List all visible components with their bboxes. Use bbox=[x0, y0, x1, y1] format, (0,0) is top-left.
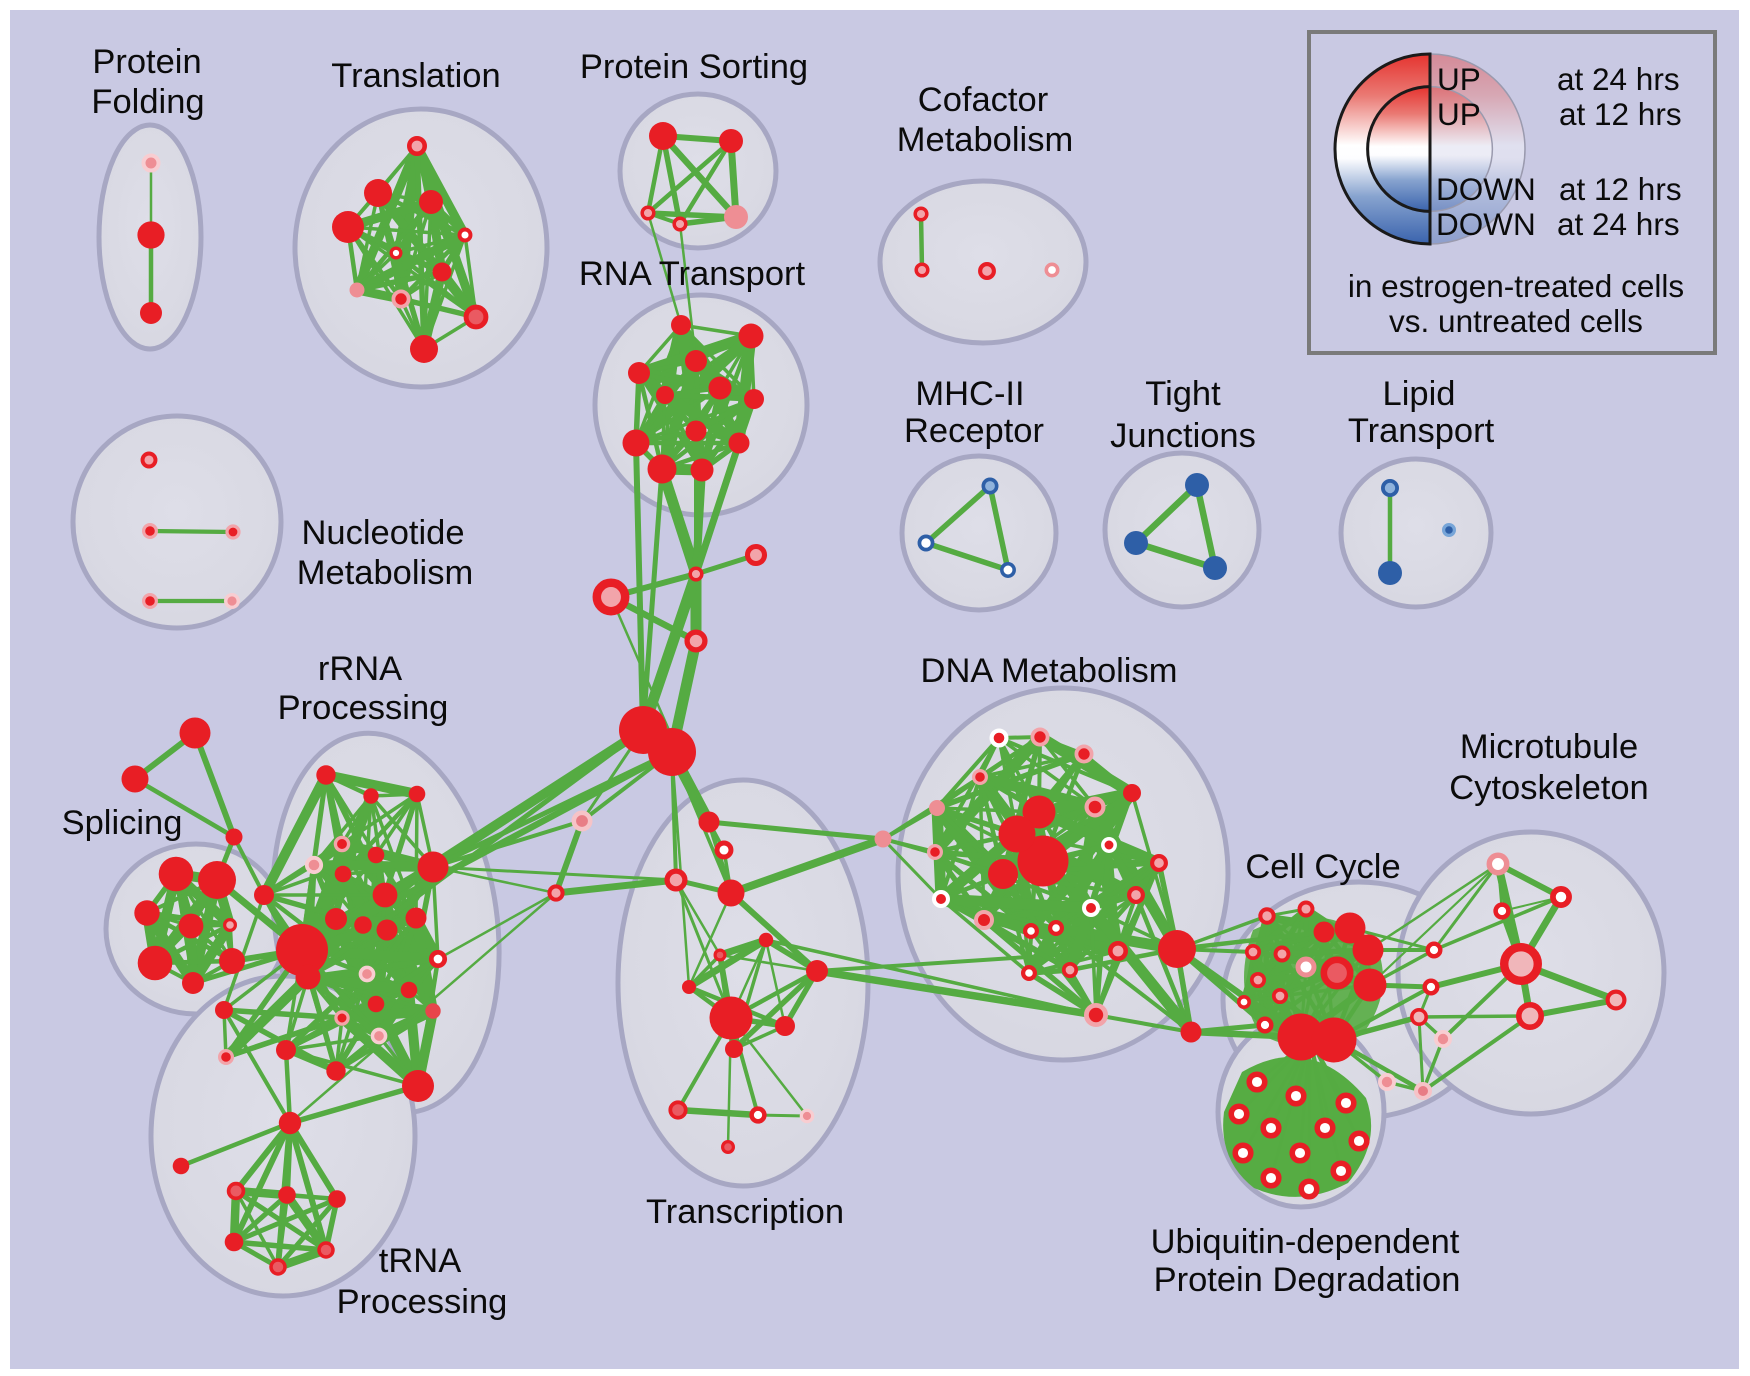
svg-text:Processing: Processing bbox=[278, 689, 449, 727]
svg-text:Splicing: Splicing bbox=[62, 804, 183, 842]
svg-text:UP: UP bbox=[1437, 96, 1481, 132]
svg-text:in estrogen-treated cells: in estrogen-treated cells bbox=[1348, 268, 1684, 304]
svg-text:Junctions: Junctions bbox=[1110, 417, 1256, 455]
svg-text:Metabolism: Metabolism bbox=[297, 554, 473, 592]
svg-text:Translation: Translation bbox=[331, 57, 500, 95]
svg-text:Receptor: Receptor bbox=[904, 412, 1044, 450]
svg-text:Lipid: Lipid bbox=[1383, 375, 1456, 413]
svg-text:vs. untreated cells: vs. untreated cells bbox=[1389, 303, 1643, 339]
svg-text:Cofactor: Cofactor bbox=[918, 81, 1048, 119]
svg-text:Metabolism: Metabolism bbox=[897, 121, 1073, 159]
svg-text:Nucleotide: Nucleotide bbox=[301, 514, 464, 552]
svg-text:UP: UP bbox=[1437, 61, 1481, 97]
svg-text:DOWN: DOWN bbox=[1436, 171, 1536, 207]
svg-text:Protein: Protein bbox=[92, 43, 201, 81]
svg-text:Ubiquitin-dependent: Ubiquitin-dependent bbox=[1151, 1223, 1460, 1261]
svg-text:DOWN: DOWN bbox=[1436, 206, 1536, 242]
svg-text:Protein Sorting: Protein Sorting bbox=[580, 48, 808, 86]
svg-text:Transcription: Transcription bbox=[646, 1193, 844, 1231]
svg-text:Folding: Folding bbox=[91, 83, 204, 121]
svg-text:at 24 hrs: at 24 hrs bbox=[1557, 206, 1680, 242]
svg-text:rRNA: rRNA bbox=[318, 650, 402, 688]
svg-text:RNA Transport: RNA Transport bbox=[579, 255, 806, 293]
svg-text:Protein Degradation: Protein Degradation bbox=[1154, 1261, 1461, 1299]
svg-text:Processing: Processing bbox=[337, 1283, 508, 1321]
svg-text:Cytoskeleton: Cytoskeleton bbox=[1449, 769, 1648, 807]
svg-text:at 12 hrs: at 12 hrs bbox=[1559, 96, 1682, 132]
svg-text:DNA Metabolism: DNA Metabolism bbox=[921, 652, 1178, 690]
svg-text:Cell Cycle: Cell Cycle bbox=[1245, 848, 1400, 886]
svg-text:at 24 hrs: at 24 hrs bbox=[1557, 61, 1680, 97]
svg-text:MHC-II: MHC-II bbox=[915, 375, 1024, 413]
svg-text:tRNA: tRNA bbox=[379, 1242, 461, 1280]
svg-text:at 12 hrs: at 12 hrs bbox=[1559, 171, 1682, 207]
svg-text:Microtubule: Microtubule bbox=[1460, 728, 1638, 766]
svg-text:Tight: Tight bbox=[1145, 375, 1221, 413]
svg-text:Transport: Transport bbox=[1348, 412, 1495, 450]
